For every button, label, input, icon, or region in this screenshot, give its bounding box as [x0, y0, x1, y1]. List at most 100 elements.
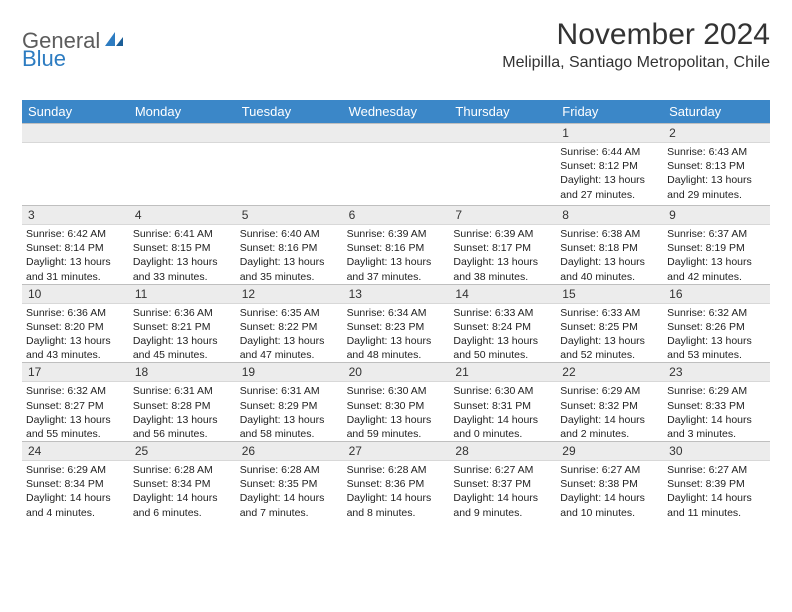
daylight-text: Daylight: 14 hours and 2 minutes. [560, 413, 659, 441]
day-cell: Sunrise: 6:39 AMSunset: 8:16 PMDaylight:… [343, 225, 450, 284]
weekday-label: Friday [556, 100, 663, 123]
day-cell: Sunrise: 6:29 AMSunset: 8:34 PMDaylight:… [22, 461, 129, 520]
sunrise-text: Sunrise: 6:33 AM [560, 306, 659, 320]
day-cell: Sunrise: 6:36 AMSunset: 8:21 PMDaylight:… [129, 304, 236, 363]
sunrise-text: Sunrise: 6:36 AM [133, 306, 232, 320]
day-cell [22, 143, 129, 205]
sunrise-text: Sunrise: 6:37 AM [667, 227, 766, 241]
day-number: 16 [663, 284, 770, 304]
weekday-header: Sunday Monday Tuesday Wednesday Thursday… [22, 100, 770, 123]
daynum-row: 24252627282930 [22, 441, 770, 461]
day-number: 3 [22, 205, 129, 225]
sunset-text: Sunset: 8:35 PM [240, 477, 339, 491]
week-row: Sunrise: 6:29 AMSunset: 8:34 PMDaylight:… [22, 461, 770, 520]
sunset-text: Sunset: 8:29 PM [240, 399, 339, 413]
daylight-text: Daylight: 14 hours and 8 minutes. [347, 491, 446, 519]
day-number [22, 123, 129, 143]
sunset-text: Sunset: 8:16 PM [347, 241, 446, 255]
day-number: 8 [556, 205, 663, 225]
daylight-text: Daylight: 13 hours and 38 minutes. [453, 255, 552, 283]
sunrise-text: Sunrise: 6:44 AM [560, 145, 659, 159]
week-row: Sunrise: 6:42 AMSunset: 8:14 PMDaylight:… [22, 225, 770, 284]
daylight-text: Daylight: 13 hours and 52 minutes. [560, 334, 659, 362]
daylight-text: Daylight: 13 hours and 53 minutes. [667, 334, 766, 362]
day-cell [129, 143, 236, 205]
sunset-text: Sunset: 8:13 PM [667, 159, 766, 173]
daynum-row: 17181920212223 [22, 362, 770, 382]
sunset-text: Sunset: 8:39 PM [667, 477, 766, 491]
day-cell: Sunrise: 6:40 AMSunset: 8:16 PMDaylight:… [236, 225, 343, 284]
day-number: 24 [22, 441, 129, 461]
calendar-page: General November 2024 Melipilla, Santiag… [0, 0, 792, 520]
weekday-label: Sunday [22, 100, 129, 123]
sail-icon [103, 28, 125, 54]
daylight-text: Daylight: 13 hours and 56 minutes. [133, 413, 232, 441]
daylight-text: Daylight: 14 hours and 4 minutes. [26, 491, 125, 519]
day-number: 29 [556, 441, 663, 461]
day-cell: Sunrise: 6:33 AMSunset: 8:25 PMDaylight:… [556, 304, 663, 363]
day-number: 12 [236, 284, 343, 304]
sunset-text: Sunset: 8:18 PM [560, 241, 659, 255]
location: Melipilla, Santiago Metropolitan, Chile [502, 54, 770, 72]
daylight-text: Daylight: 13 hours and 47 minutes. [240, 334, 339, 362]
day-cell: Sunrise: 6:32 AMSunset: 8:27 PMDaylight:… [22, 382, 129, 441]
sunrise-text: Sunrise: 6:28 AM [347, 463, 446, 477]
day-number: 4 [129, 205, 236, 225]
sunrise-text: Sunrise: 6:31 AM [240, 384, 339, 398]
daylight-text: Daylight: 13 hours and 27 minutes. [560, 173, 659, 201]
daylight-text: Daylight: 13 hours and 43 minutes. [26, 334, 125, 362]
day-cell: Sunrise: 6:32 AMSunset: 8:26 PMDaylight:… [663, 304, 770, 363]
sunrise-text: Sunrise: 6:36 AM [26, 306, 125, 320]
day-number: 23 [663, 362, 770, 382]
day-number: 21 [449, 362, 556, 382]
day-number: 6 [343, 205, 450, 225]
sunrise-text: Sunrise: 6:38 AM [560, 227, 659, 241]
weekday-label: Thursday [449, 100, 556, 123]
day-cell: Sunrise: 6:42 AMSunset: 8:14 PMDaylight:… [22, 225, 129, 284]
sunset-text: Sunset: 8:30 PM [347, 399, 446, 413]
sunrise-text: Sunrise: 6:28 AM [133, 463, 232, 477]
day-number: 1 [556, 123, 663, 143]
week-row: Sunrise: 6:44 AMSunset: 8:12 PMDaylight:… [22, 143, 770, 205]
sunset-text: Sunset: 8:33 PM [667, 399, 766, 413]
sunrise-text: Sunrise: 6:40 AM [240, 227, 339, 241]
daylight-text: Daylight: 13 hours and 59 minutes. [347, 413, 446, 441]
daylight-text: Daylight: 13 hours and 58 minutes. [240, 413, 339, 441]
sunset-text: Sunset: 8:37 PM [453, 477, 552, 491]
sunrise-text: Sunrise: 6:34 AM [347, 306, 446, 320]
daynum-row: 12 [22, 123, 770, 143]
day-number: 10 [22, 284, 129, 304]
daylight-text: Daylight: 13 hours and 42 minutes. [667, 255, 766, 283]
sunset-text: Sunset: 8:34 PM [133, 477, 232, 491]
day-number [129, 123, 236, 143]
day-number [236, 123, 343, 143]
day-cell: Sunrise: 6:30 AMSunset: 8:30 PMDaylight:… [343, 382, 450, 441]
day-number: 30 [663, 441, 770, 461]
daylight-text: Daylight: 14 hours and 0 minutes. [453, 413, 552, 441]
sunset-text: Sunset: 8:15 PM [133, 241, 232, 255]
daylight-text: Daylight: 14 hours and 7 minutes. [240, 491, 339, 519]
daynum-row: 3456789 [22, 205, 770, 225]
day-number [343, 123, 450, 143]
daylight-text: Daylight: 14 hours and 6 minutes. [133, 491, 232, 519]
sunset-text: Sunset: 8:23 PM [347, 320, 446, 334]
weekday-label: Tuesday [236, 100, 343, 123]
day-number: 14 [449, 284, 556, 304]
sunset-text: Sunset: 8:31 PM [453, 399, 552, 413]
daynum-row: 10111213141516 [22, 284, 770, 304]
day-cell: Sunrise: 6:29 AMSunset: 8:32 PMDaylight:… [556, 382, 663, 441]
sunrise-text: Sunrise: 6:30 AM [453, 384, 552, 398]
daylight-text: Daylight: 13 hours and 50 minutes. [453, 334, 552, 362]
day-cell: Sunrise: 6:27 AMSunset: 8:39 PMDaylight:… [663, 461, 770, 520]
sunset-text: Sunset: 8:17 PM [453, 241, 552, 255]
sunrise-text: Sunrise: 6:29 AM [667, 384, 766, 398]
sunrise-text: Sunrise: 6:33 AM [453, 306, 552, 320]
daylight-text: Daylight: 14 hours and 11 minutes. [667, 491, 766, 519]
day-cell: Sunrise: 6:38 AMSunset: 8:18 PMDaylight:… [556, 225, 663, 284]
sunset-text: Sunset: 8:16 PM [240, 241, 339, 255]
sunrise-text: Sunrise: 6:42 AM [26, 227, 125, 241]
daylight-text: Daylight: 13 hours and 48 minutes. [347, 334, 446, 362]
day-number: 27 [343, 441, 450, 461]
day-number: 13 [343, 284, 450, 304]
sunset-text: Sunset: 8:22 PM [240, 320, 339, 334]
